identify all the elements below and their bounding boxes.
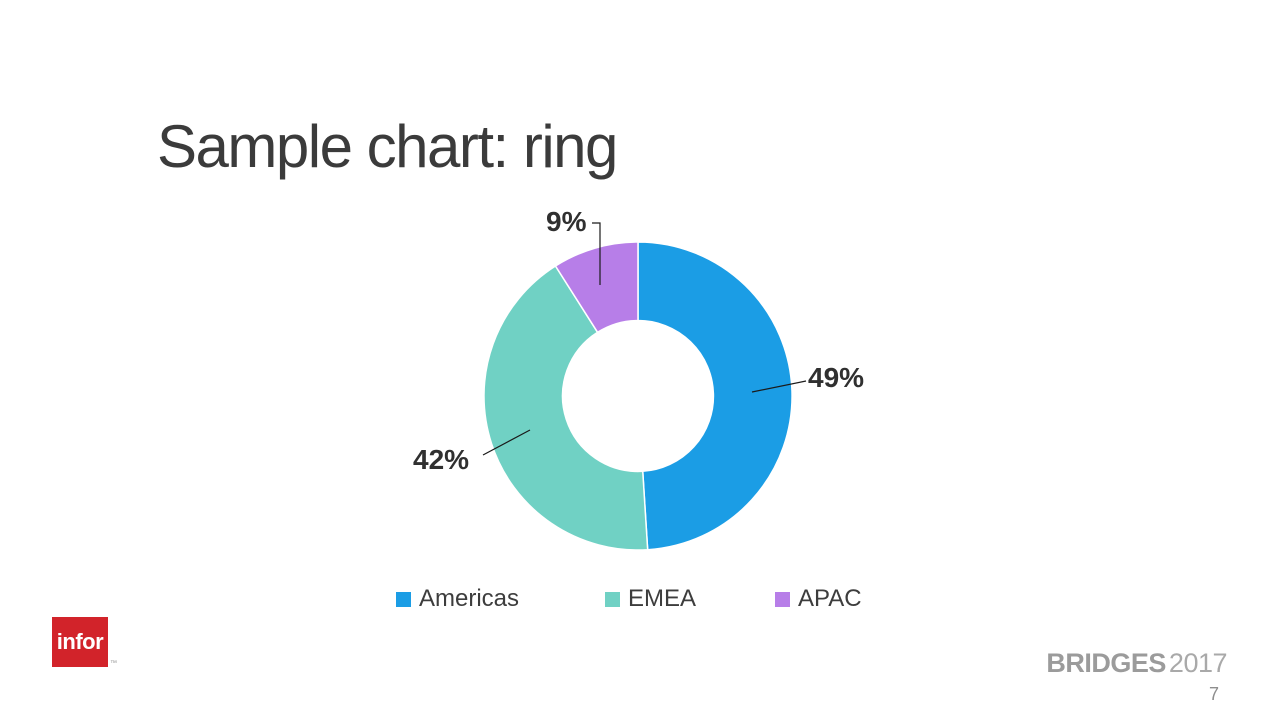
donut-segment-emea [483, 265, 649, 551]
infor-logo-text: infor [56, 629, 104, 654]
footer-brand: BRIDGES 2017 [1046, 648, 1227, 679]
legend-swatch-americas [396, 591, 411, 607]
legend-item-apac: APAC [775, 585, 862, 613]
donut-segments [483, 241, 793, 551]
legend-item-emea: EMEA [605, 585, 696, 613]
legend-item-americas: Americas [396, 585, 519, 613]
donut-segment-americas [637, 241, 793, 551]
data-label-americas: 49% [808, 362, 865, 393]
footer-brand-name: BRIDGES [1046, 648, 1166, 678]
infor-logo: infor [52, 617, 108, 667]
donut-segment-apac [554, 241, 639, 334]
infor-logo-trademark: ™ [110, 660, 117, 667]
legend-swatch-apac [775, 591, 790, 607]
leader-line-apac [592, 222, 601, 285]
legend-swatch-emea [605, 591, 620, 607]
slide-title: Sample chart: ring [157, 113, 618, 180]
leader-line-americas [751, 380, 807, 393]
footer-brand-year: 2017 [1168, 648, 1228, 678]
leader-line-emea [482, 429, 531, 456]
legend-label-apac: APAC [798, 585, 862, 612]
page-number: 7 [1208, 684, 1219, 704]
legend-label-emea: EMEA [628, 585, 697, 612]
legend-label-americas: Americas [419, 585, 520, 612]
data-label-apac: 9% [546, 206, 587, 237]
data-label-emea: 42% [413, 444, 470, 475]
